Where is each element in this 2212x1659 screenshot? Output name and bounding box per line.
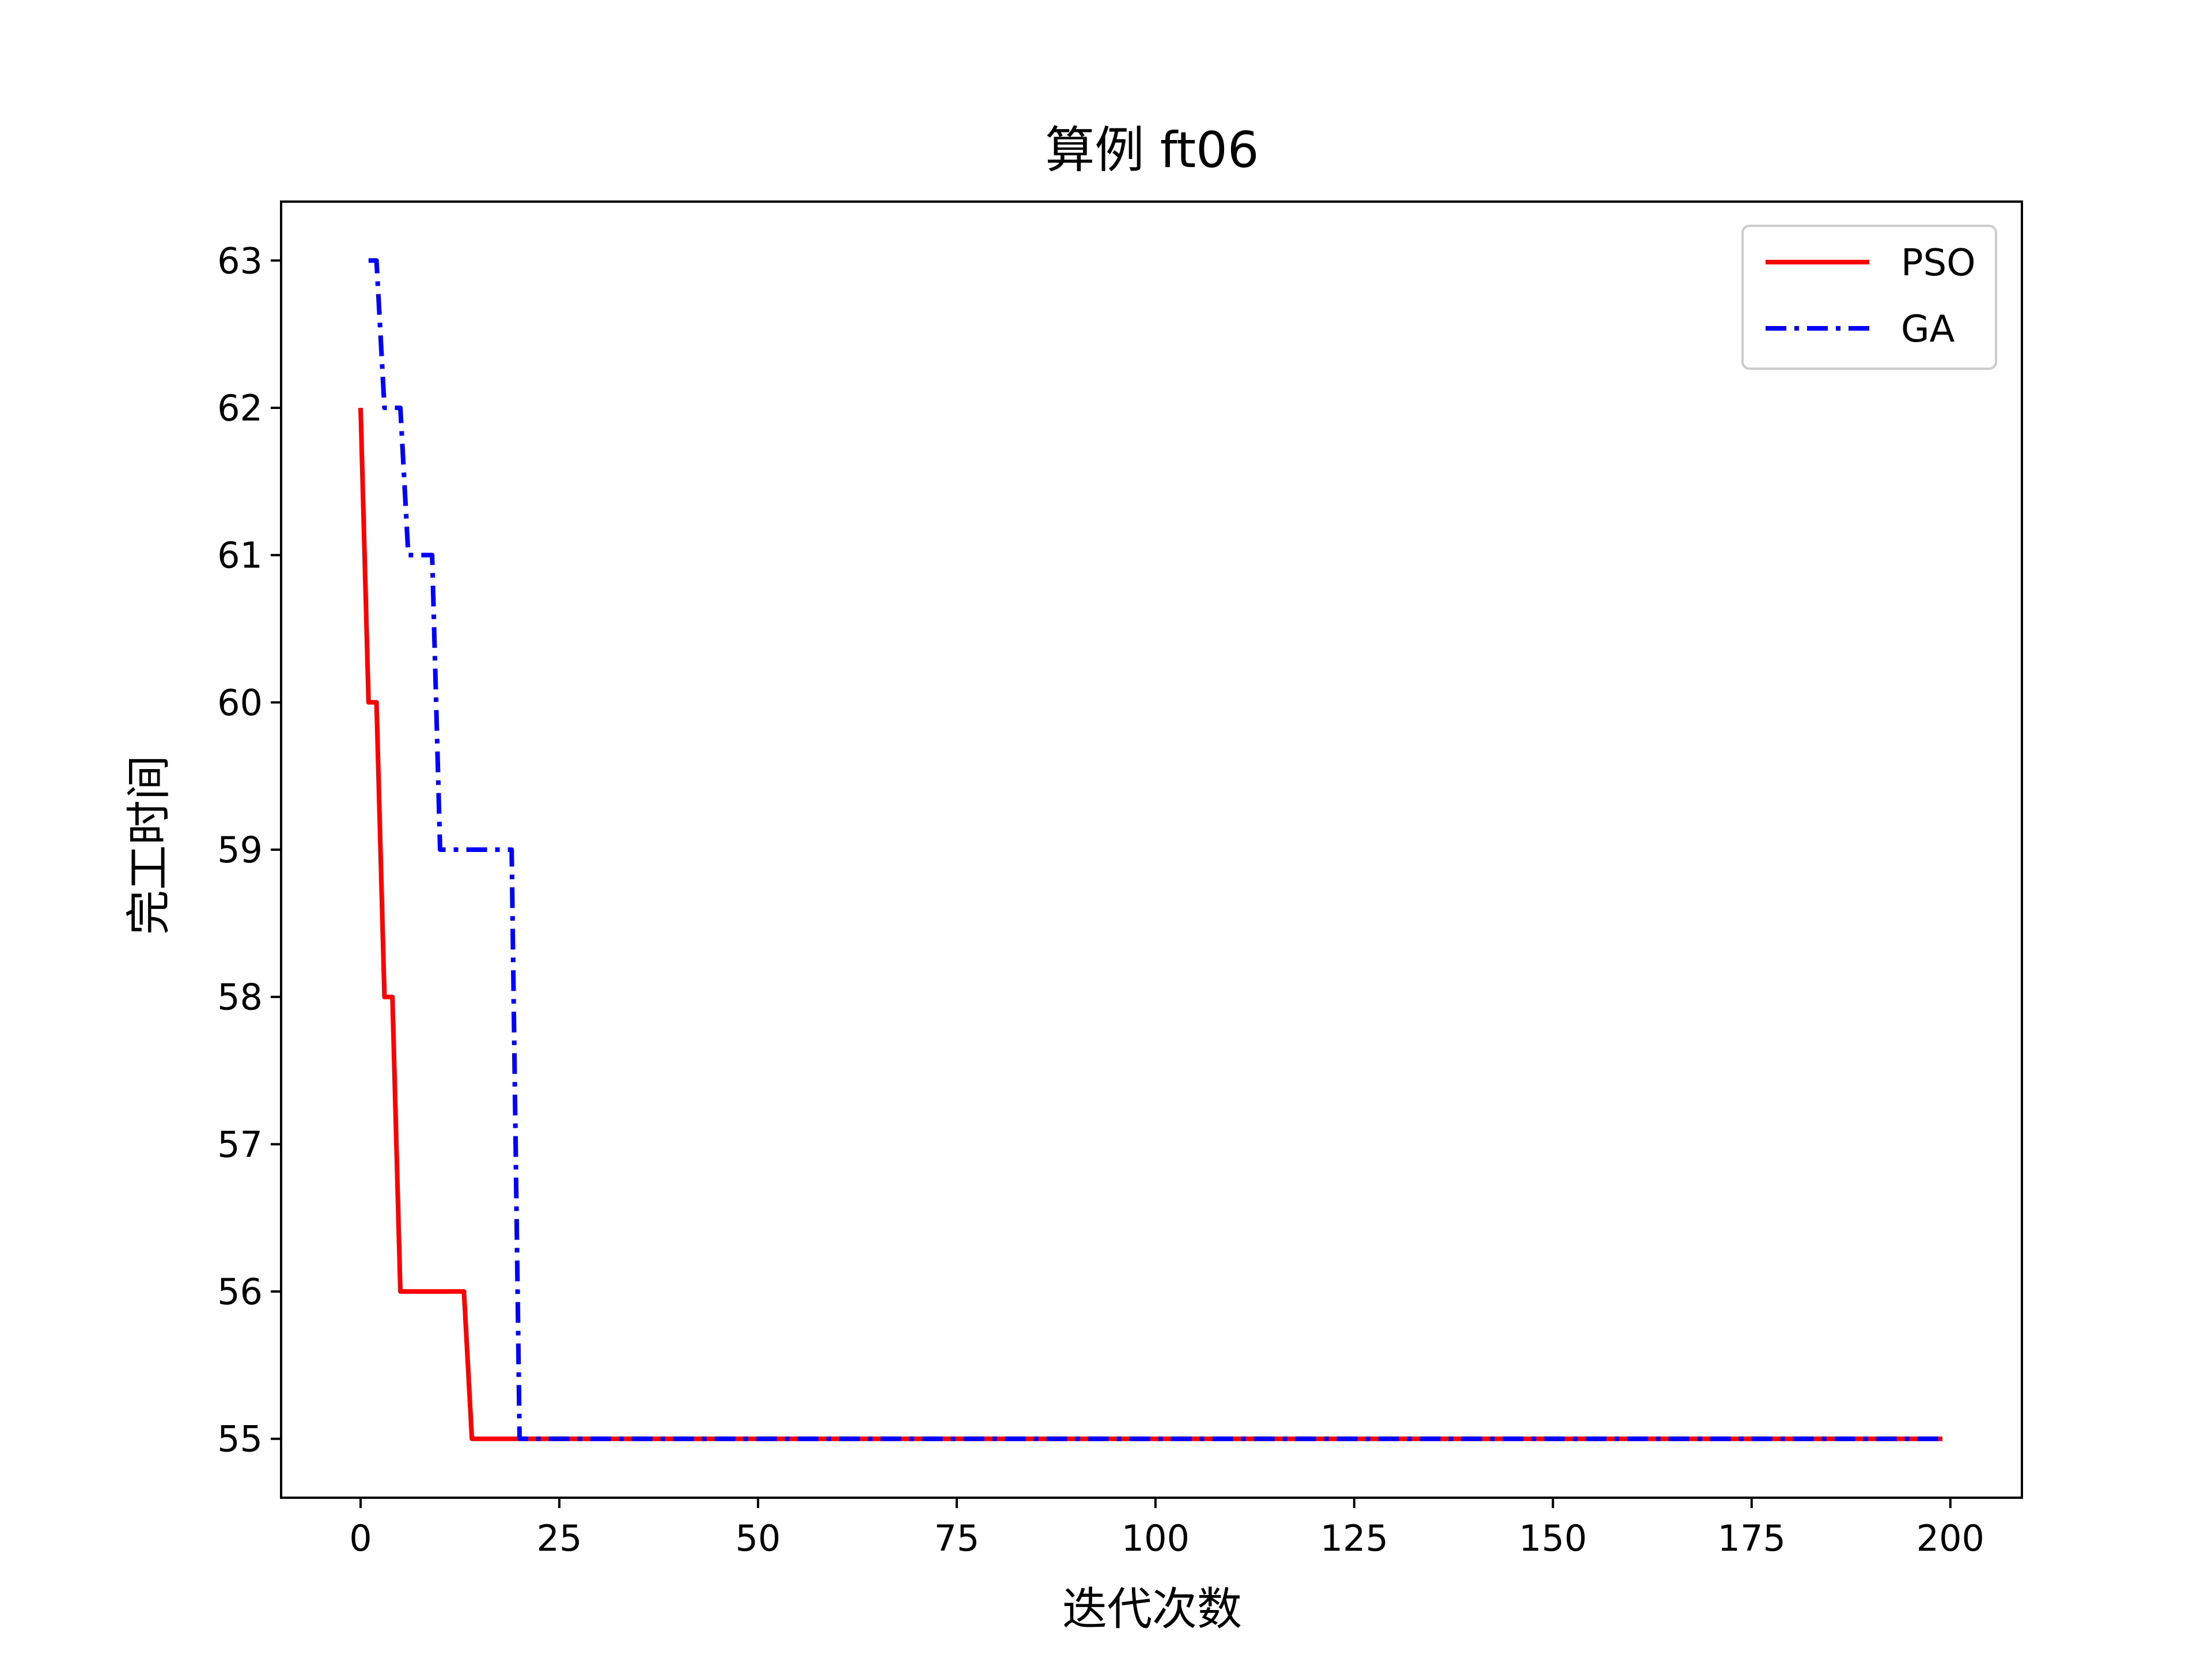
legend-label-pso: PSO: [1901, 242, 1976, 285]
legend: PSO GA: [1741, 225, 1997, 370]
chart-title: 算例 ft06: [1045, 122, 1259, 179]
series-lines: [358, 258, 1942, 1441]
y-tick-label: 63: [217, 240, 263, 282]
x-tick-label: 50: [735, 1517, 781, 1559]
y-tick-label: 62: [217, 387, 263, 429]
x-tick-label: 25: [537, 1517, 582, 1559]
y-tick-label: 61: [217, 535, 263, 577]
y-axis-label: 完工时间: [123, 755, 175, 935]
y-tick-label: 56: [217, 1271, 263, 1313]
y-tick-label: 57: [217, 1123, 263, 1165]
y-axis-ticks: 55 56 57 58 59 60 61 62 63: [217, 240, 281, 1460]
y-tick-label: 55: [217, 1418, 263, 1460]
x-tick-label: 75: [934, 1517, 979, 1559]
x-tick-label: 100: [1122, 1517, 1190, 1559]
x-tick-label: 0: [349, 1517, 372, 1559]
series-line-ga: [368, 258, 1942, 1441]
x-axis-ticks: 0 25 50 75 100 125 150 175 200: [349, 1498, 1984, 1559]
y-tick-label: 58: [217, 976, 263, 1018]
y-tick-label: 60: [217, 681, 263, 724]
x-tick-label: 200: [1916, 1517, 1984, 1559]
y-tick-label: 59: [217, 829, 263, 871]
legend-label-ga: GA: [1901, 308, 1955, 351]
plot-frame: [280, 200, 2023, 1499]
x-tick-label: 175: [1718, 1517, 1786, 1559]
x-axis-label: 迭代次数: [1062, 1584, 1242, 1635]
x-tick-label: 125: [1320, 1517, 1388, 1559]
x-tick-label: 150: [1519, 1517, 1587, 1559]
series-line-pso: [358, 407, 1942, 1441]
